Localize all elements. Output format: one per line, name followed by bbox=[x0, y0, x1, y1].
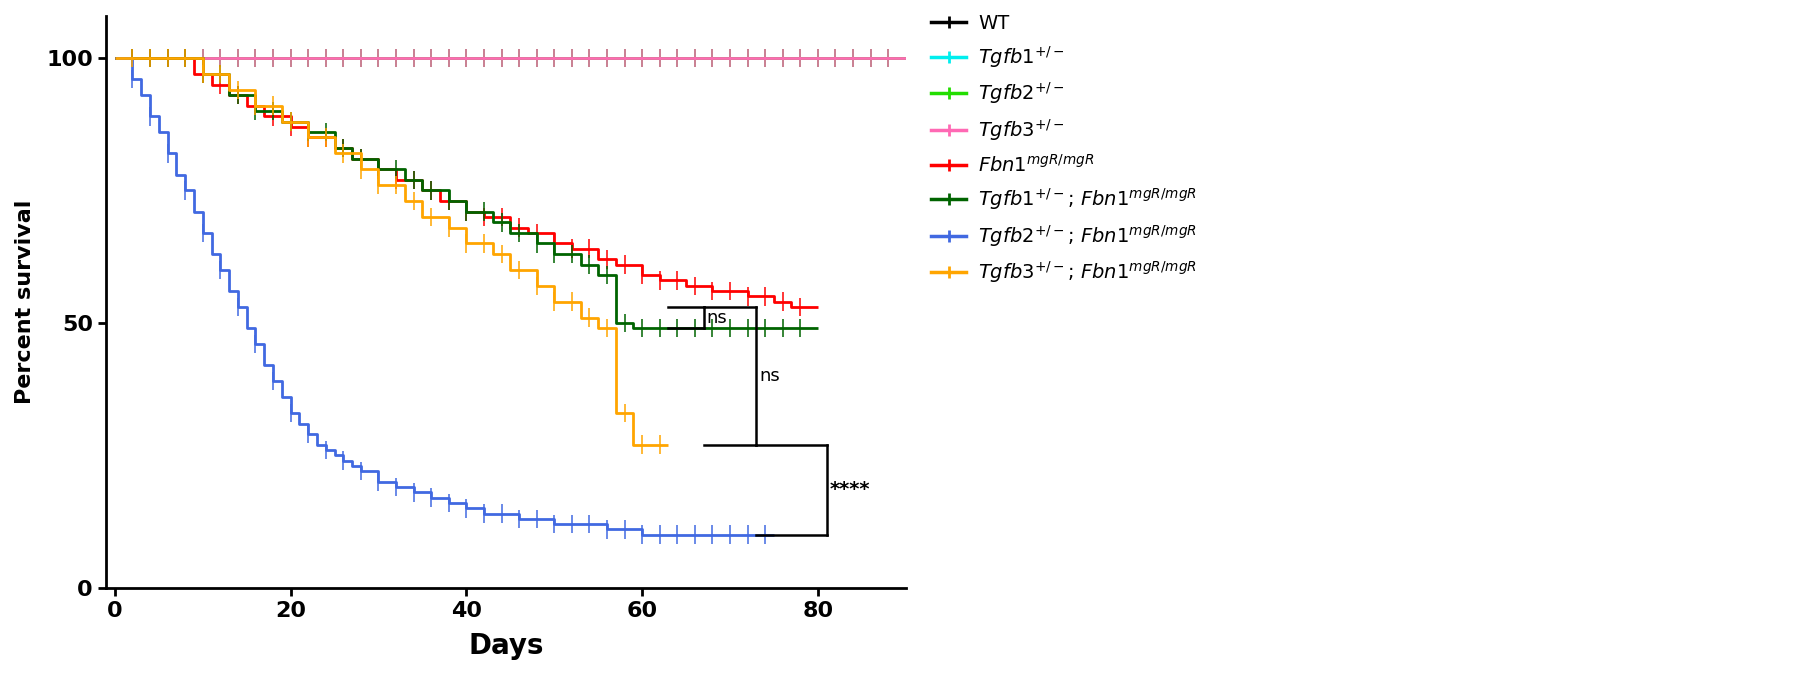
X-axis label: Days: Days bbox=[468, 632, 544, 660]
Y-axis label: Percent survival: Percent survival bbox=[14, 200, 34, 404]
Text: ****: **** bbox=[830, 480, 869, 500]
Legend: WT, $\mathit{Tgfb1}^{+/-}$, $\mathit{Tgfb2}^{+/-}$, $\mathit{Tgfb3}^{+/-}$, $\ma: WT, $\mathit{Tgfb1}^{+/-}$, $\mathit{Tgf… bbox=[931, 14, 1197, 285]
Text: ns: ns bbox=[760, 367, 779, 385]
Text: ns: ns bbox=[706, 308, 727, 327]
